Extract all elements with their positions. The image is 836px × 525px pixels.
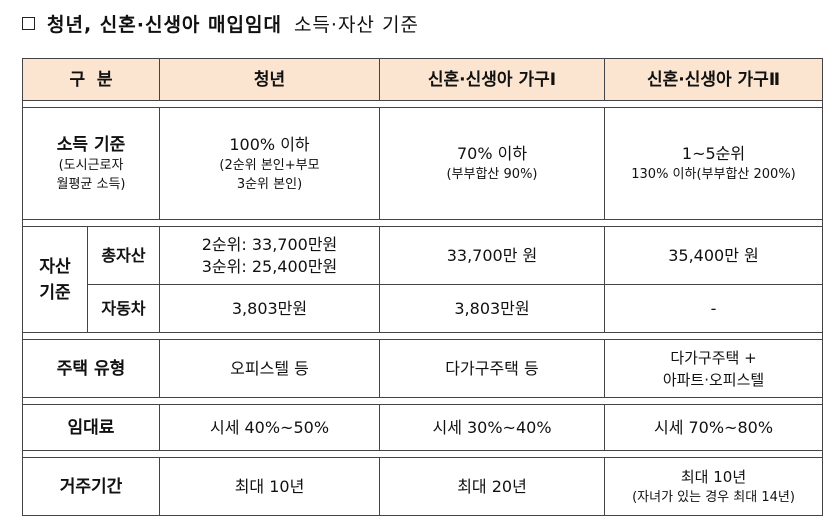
car-youth: 3,803만원 — [159, 284, 380, 333]
total-asset-youth-2: 3순위: 25,400만원 — [201, 256, 338, 276]
rent-row: 임대료 시세 40%~50% 시세 30%~40% 시세 70%~80% — [22, 404, 823, 451]
period-h2: 최대 10년 (자녀가 있는 경우 최대 14년) — [604, 457, 823, 516]
header-category: 구 분 — [22, 58, 160, 101]
housing-h2: 다가구주택 + 아파트·오피스텔 — [604, 339, 823, 398]
car-h2: - — [604, 284, 823, 333]
period-h1: 최대 20년 — [379, 457, 605, 516]
income-note-2: 월평균 소득) — [56, 176, 126, 192]
asset-label-text: 자산 기준 — [39, 256, 71, 303]
income-row: 소득 기준 (도시근로자 월평균 소득) 100% 이하 (2순위 본인+부모 … — [22, 107, 823, 220]
total-asset-h1: 33,700만 원 — [379, 226, 605, 285]
housing-row: 주택 유형 오피스텔 등 다가구주택 등 다가구주택 + 아파트·오피스텔 — [22, 339, 823, 398]
housing-h2-2: 아파트·오피스텔 — [662, 370, 765, 389]
income-h2: 1~5순위 130% 이하(부부합산 200%) — [604, 107, 823, 220]
asset-total-row: 자산 기준 총자산 2순위: 33,700만원 3순위: 25,400만원 33… — [22, 226, 823, 333]
income-h2-2: 130% 이하(부부합산 200%) — [631, 167, 796, 182]
criteria-table: 구 분 청년 신혼·신생아 가구Ⅰ 신혼·신생아 가구Ⅱ 소득 기준 (도시근로… — [22, 58, 823, 516]
period-youth: 최대 10년 — [159, 457, 380, 516]
period-row: 거주기간 최대 10년 최대 20년 최대 10년 (자녀가 있는 경우 최대 … — [22, 457, 823, 516]
car-label: 자동차 — [87, 284, 160, 333]
income-label: 소득 기준 — [56, 134, 126, 155]
housing-h2-1: 다가구주택 + — [670, 348, 757, 367]
rent-youth: 시세 40%~50% — [159, 404, 380, 451]
header-household-2: 신혼·신생아 가구Ⅱ — [604, 58, 823, 101]
total-asset-youth: 2순위: 33,700만원 3순위: 25,400만원 — [159, 226, 380, 285]
income-youth-1: 100% 이하 — [229, 134, 310, 154]
title-sub: 소득·자산 기준 — [293, 13, 419, 36]
income-youth-3: 3순위 본인) — [236, 176, 303, 192]
income-label-cell: 소득 기준 (도시근로자 월평균 소득) — [22, 107, 160, 220]
income-h1-1: 70% 이하 — [456, 144, 528, 163]
housing-h1: 다가구주택 등 — [379, 339, 605, 398]
title-main: 청년, 신혼·신생아 매입임대 — [47, 13, 282, 36]
asset-car-row: 자동차 3,803만원 3,803만원 - — [23, 284, 823, 333]
header-row: 구 분 청년 신혼·신생아 가구Ⅰ 신혼·신생아 가구Ⅱ — [22, 58, 823, 101]
car-h1: 3,803만원 — [379, 284, 605, 333]
header-youth: 청년 — [159, 58, 380, 101]
period-h2-2: (자녀가 있는 경우 최대 14년) — [632, 490, 795, 505]
rent-label: 임대료 — [22, 404, 160, 451]
checkbox-square-icon — [22, 16, 35, 30]
income-note-1: (도시근로자 — [58, 157, 124, 173]
income-youth-2: (2순위 본인+부모 — [219, 157, 320, 173]
period-label: 거주기간 — [22, 457, 160, 516]
rent-h2: 시세 70%~80% — [604, 404, 823, 451]
rent-h1: 시세 30%~40% — [379, 404, 605, 451]
income-youth: 100% 이하 (2순위 본인+부모 3순위 본인) — [159, 107, 380, 220]
income-h1: 70% 이하 (부부합산 90%) — [379, 107, 605, 220]
total-asset-label: 총자산 — [87, 226, 160, 285]
total-asset-youth-1: 2순위: 33,700만원 — [201, 234, 338, 254]
housing-label: 주택 유형 — [22, 339, 160, 398]
total-asset-h2: 35,400만 원 — [604, 226, 823, 285]
page-title: 청년, 신혼·신생아 매입임대 소득·자산 기준 — [22, 8, 419, 38]
income-h2-1: 1~5순위 — [681, 144, 746, 163]
period-h2-1: 최대 10년 — [680, 468, 747, 486]
housing-youth: 오피스텔 등 — [159, 339, 380, 398]
header-household-1: 신혼·신생아 가구Ⅰ — [379, 58, 605, 101]
asset-label: 자산 기준 — [22, 226, 88, 333]
income-h1-2: (부부합산 90%) — [446, 167, 538, 182]
